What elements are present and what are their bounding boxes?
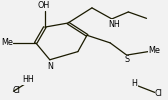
Text: H: H — [132, 79, 138, 88]
Text: N: N — [48, 62, 54, 71]
Text: Me: Me — [148, 46, 160, 55]
Text: HH: HH — [23, 75, 34, 84]
Text: OH: OH — [37, 1, 49, 10]
Text: NH: NH — [108, 20, 120, 29]
Text: S: S — [125, 55, 130, 64]
Text: Cl: Cl — [155, 88, 163, 98]
Text: Me: Me — [1, 38, 13, 47]
Text: Cl: Cl — [13, 86, 20, 95]
